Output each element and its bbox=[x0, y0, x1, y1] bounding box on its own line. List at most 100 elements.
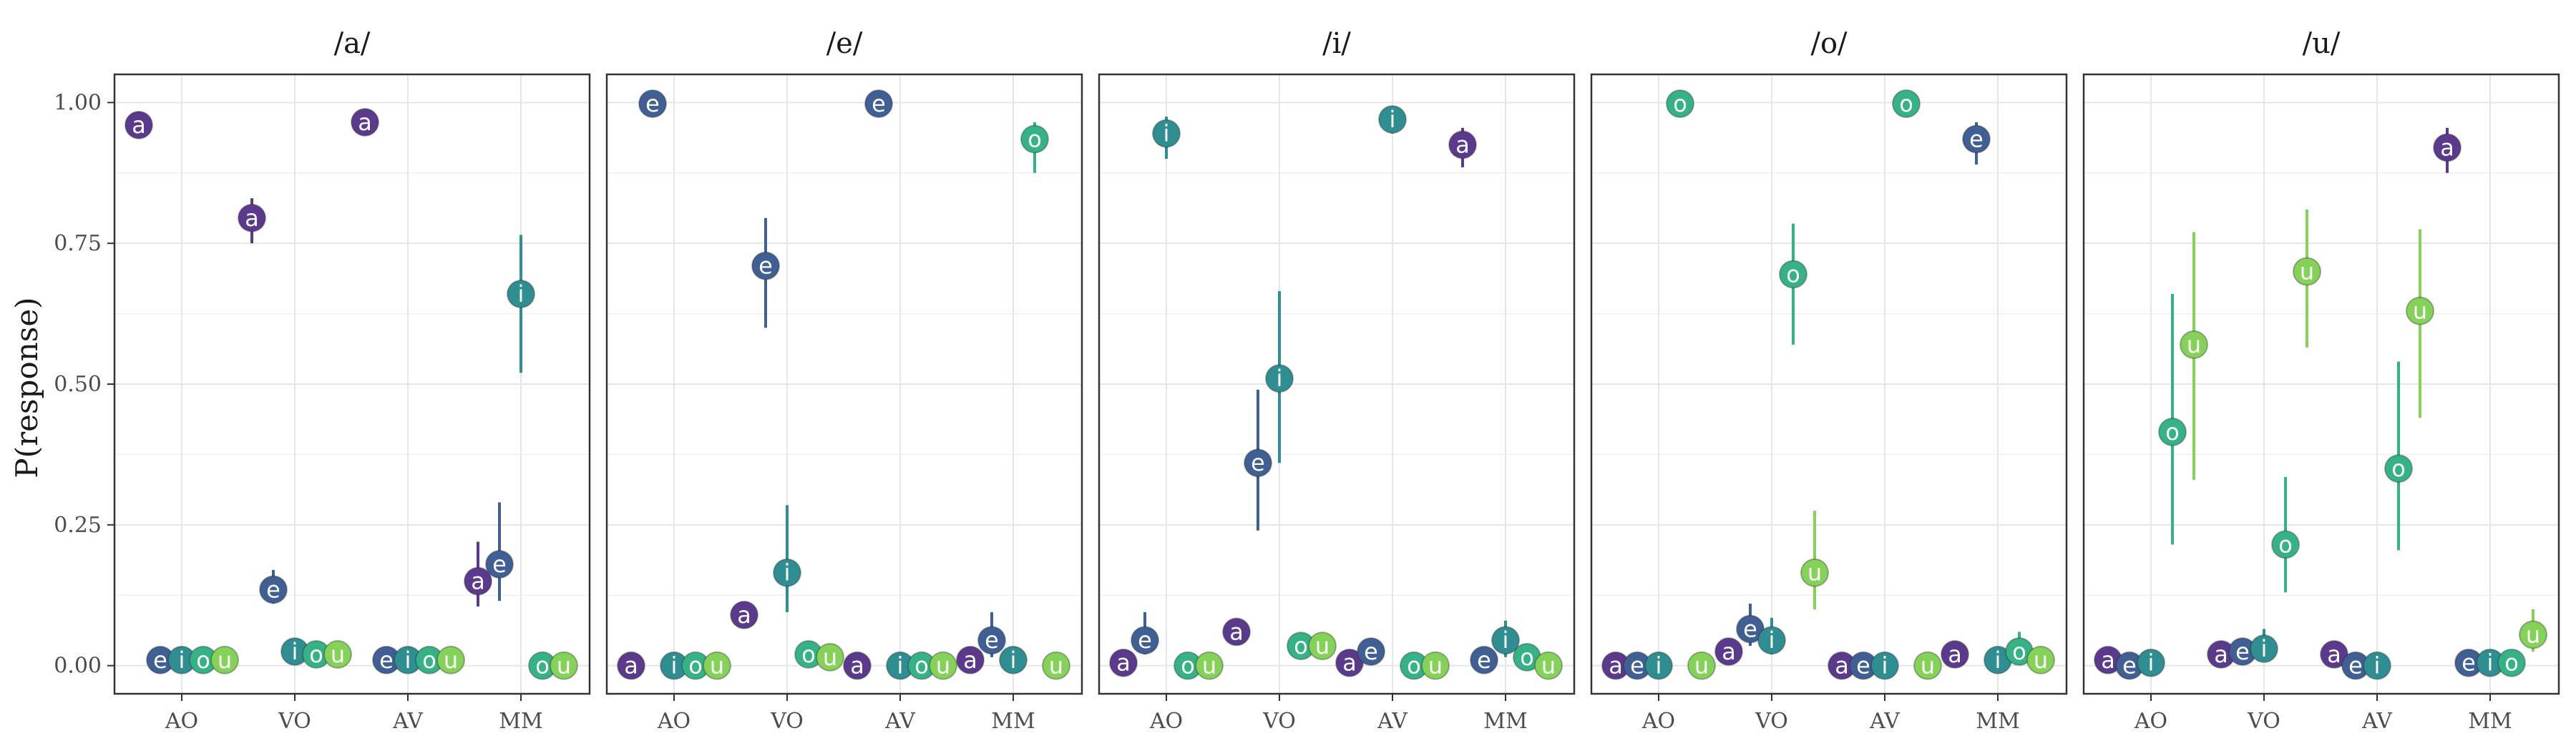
point-marker bbox=[1962, 124, 1991, 154]
facet-title: /o/ bbox=[1810, 27, 1848, 60]
data-point: a bbox=[730, 600, 758, 629]
data-point: u bbox=[703, 651, 731, 680]
point-marker bbox=[1131, 626, 1159, 655]
data-point: u bbox=[1800, 511, 1829, 609]
point-marker bbox=[1666, 89, 1694, 118]
point-marker bbox=[1913, 651, 1942, 680]
x-tick-label: AV bbox=[1377, 709, 1408, 734]
point-label: u bbox=[1315, 632, 1330, 659]
point-marker bbox=[2406, 296, 2434, 325]
point-marker bbox=[1941, 639, 1969, 669]
y-tick-label: 0.00 bbox=[54, 654, 102, 679]
point-label: e bbox=[1364, 638, 1378, 665]
point-label: i bbox=[179, 647, 185, 674]
x-tick-label: VO bbox=[1755, 709, 1788, 734]
data-point: e bbox=[1131, 612, 1159, 655]
data-point: o bbox=[2497, 648, 2526, 677]
data-point: o bbox=[189, 645, 218, 674]
point-marker bbox=[1195, 651, 1224, 680]
data-point: e bbox=[485, 502, 514, 602]
point-marker bbox=[2519, 620, 2547, 649]
data-point: e bbox=[2341, 651, 2370, 680]
point-label: u bbox=[1202, 652, 1216, 679]
point-label: u bbox=[2034, 647, 2048, 674]
data-point: e bbox=[1357, 637, 1385, 666]
point-marker bbox=[1308, 632, 1337, 661]
panel-border bbox=[2082, 73, 2560, 695]
point-marker bbox=[1020, 124, 1049, 154]
data-point: o bbox=[1400, 651, 1428, 680]
point-label: i bbox=[671, 652, 678, 679]
data-point: u bbox=[1195, 651, 1224, 680]
point-label: i bbox=[1656, 652, 1662, 679]
point-marker bbox=[125, 110, 153, 139]
point-label: u bbox=[1921, 652, 1935, 679]
point-label: o bbox=[2278, 531, 2293, 558]
point-marker bbox=[956, 645, 985, 674]
point-label: a bbox=[850, 652, 864, 679]
point-marker bbox=[2433, 133, 2462, 162]
point-label: e bbox=[266, 576, 280, 603]
data-point: o bbox=[2271, 476, 2300, 593]
point-label: e bbox=[2348, 652, 2363, 679]
x-tick-label: VO bbox=[2247, 709, 2280, 734]
point-label: i bbox=[897, 652, 904, 679]
point-label: i bbox=[1882, 652, 1888, 679]
data-point: o bbox=[1666, 89, 1694, 118]
point-label: o bbox=[535, 652, 550, 679]
point-label: o bbox=[1407, 652, 1421, 679]
point-label: i bbox=[1010, 647, 1017, 674]
point-marker bbox=[2137, 648, 2165, 677]
point-marker bbox=[485, 549, 514, 579]
point-label: i bbox=[1277, 365, 1283, 392]
point-label: e bbox=[872, 90, 886, 117]
data-point: u bbox=[816, 642, 844, 672]
point-marker bbox=[2320, 639, 2348, 669]
data-point: o bbox=[681, 651, 710, 680]
data-point: a bbox=[1448, 127, 1477, 167]
point-marker bbox=[730, 600, 758, 629]
point-label: u bbox=[557, 652, 571, 679]
point-marker bbox=[550, 651, 578, 680]
data-point: u bbox=[929, 651, 957, 680]
point-label: i bbox=[1163, 120, 1170, 147]
data-point: a bbox=[351, 107, 379, 137]
point-marker bbox=[2363, 651, 2391, 680]
data-point: o bbox=[2158, 294, 2187, 545]
point-marker bbox=[507, 280, 535, 309]
point-label: e bbox=[758, 252, 773, 280]
data-point: e bbox=[372, 645, 401, 674]
point-label: a bbox=[2214, 641, 2228, 668]
x-tick-label: AV bbox=[2361, 709, 2393, 734]
data-point: e bbox=[2228, 637, 2257, 666]
point-marker bbox=[323, 639, 352, 669]
x-tick-label: VO bbox=[1262, 709, 1296, 734]
point-marker bbox=[2293, 257, 2321, 286]
point-label: o bbox=[2012, 638, 2026, 665]
facet-title: /u/ bbox=[2303, 27, 2341, 60]
point-marker bbox=[1421, 651, 1450, 680]
point-label: a bbox=[1609, 652, 1623, 679]
point-label: e bbox=[1743, 615, 1757, 642]
point-marker bbox=[1800, 558, 1829, 587]
point-marker bbox=[2384, 454, 2413, 484]
point-marker bbox=[210, 645, 239, 674]
data-point: u bbox=[2026, 645, 2055, 674]
data-point: i bbox=[2250, 629, 2278, 664]
data-point: e bbox=[2454, 648, 2483, 677]
data-point: a bbox=[1941, 639, 1969, 669]
point-label: i bbox=[1769, 627, 1775, 654]
data-point: i bbox=[1870, 651, 1899, 680]
point-marker bbox=[1109, 648, 1138, 677]
point-marker bbox=[2026, 645, 2055, 674]
point-marker bbox=[2271, 530, 2300, 559]
data-point: a bbox=[1109, 648, 1138, 677]
point-label: o bbox=[1899, 90, 1913, 117]
point-label: i bbox=[2487, 649, 2494, 677]
point-marker bbox=[1357, 637, 1385, 666]
data-point: u bbox=[1308, 632, 1337, 661]
point-label: o bbox=[1673, 90, 1687, 117]
x-tick-label: MM bbox=[2468, 709, 2512, 734]
